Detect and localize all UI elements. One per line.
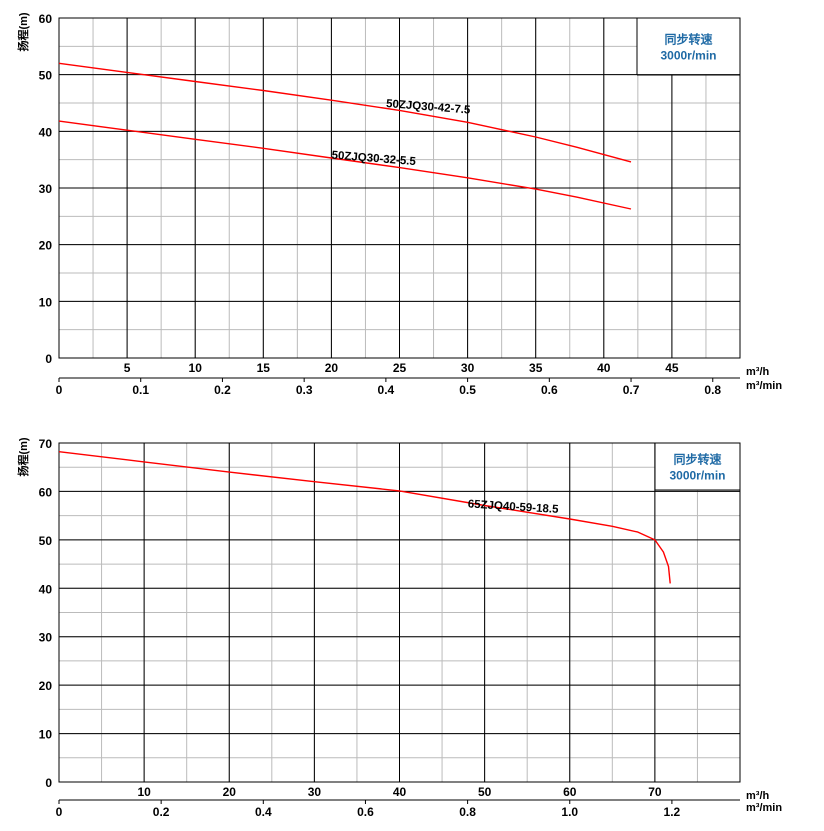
y-axis-label: 扬程(m) <box>16 12 30 51</box>
x2-tick-label: 0.6 <box>541 383 558 397</box>
x-axis-unit: m³/h <box>746 366 770 378</box>
plot-frame <box>58 17 741 359</box>
y-tick-label: 0 <box>45 352 52 366</box>
curve-label: 50ZJQ30-42-7.5 <box>386 98 472 117</box>
x-axis-unit: m³/h <box>746 790 770 802</box>
x2-axis-unit: m³/min <box>746 802 782 814</box>
y-tick-label: 30 <box>39 631 53 645</box>
x-tick-label: 70 <box>648 785 662 799</box>
x-tick-label: 30 <box>461 361 475 375</box>
x-tick-label: 40 <box>597 361 611 375</box>
y-tick-label: 40 <box>39 125 53 139</box>
y-tick-label: 50 <box>39 534 53 548</box>
y-tick-label: 60 <box>39 12 53 26</box>
plot-frame <box>58 442 741 783</box>
curve-50ZJQ30-42-7.5 <box>58 62 632 163</box>
chart-2: 10 20 30 40 50 60 70 0 10 20 30 40 50 60 70 同步转速 3000r/m… <box>16 437 782 819</box>
x2-tick-label: 0.3 <box>296 383 313 397</box>
x-tick-label: 35 <box>529 361 543 375</box>
x-tick-label: 30 <box>308 785 322 799</box>
x2-tick-label: 1.0 <box>561 805 578 819</box>
speed-label: 3000r/min <box>660 49 716 63</box>
x-tick-label: 50 <box>478 785 492 799</box>
x2-tick-label: 1.2 <box>664 805 681 819</box>
x-tick-label: 10 <box>189 361 203 375</box>
x-tick-label: 40 <box>393 785 407 799</box>
x2-tick-label: 0.8 <box>459 805 476 819</box>
x-tick-label: 45 <box>665 361 679 375</box>
x2-tick-label: 0.6 <box>357 805 374 819</box>
x2-tick-label: 0.5 <box>459 383 476 397</box>
x2-tick-label: 0 <box>56 805 63 819</box>
x-tick-label: 60 <box>563 785 577 799</box>
y-tick-label: 30 <box>39 182 53 196</box>
y-axis-label: 扬程(m) <box>16 437 30 476</box>
x2-tick-label: 0 <box>56 383 63 397</box>
y-tick-label: 0 <box>45 776 52 790</box>
y-tick-label: 60 <box>39 485 53 499</box>
x2-tick-label: 0.4 <box>255 805 272 819</box>
y-tick-label: 20 <box>39 239 53 253</box>
x-tick-label: 20 <box>223 785 237 799</box>
x2-tick-label: 0.7 <box>623 383 640 397</box>
x-tick-label: 20 <box>325 361 339 375</box>
y-tick-label: 10 <box>39 295 53 309</box>
y-tick-label: 20 <box>39 679 53 693</box>
curve-label: 50ZJQ30-32-5.5 <box>331 150 417 169</box>
x-tick-label: 10 <box>137 785 151 799</box>
y-tick-label: 70 <box>39 437 53 451</box>
x2-tick-label: 0.4 <box>378 383 395 397</box>
x2-tick-label: 0.2 <box>153 805 170 819</box>
speed-label: 3000r/min <box>669 469 725 483</box>
curve-label: 65ZJQ40-59-18.5 <box>467 498 559 516</box>
x-tick-label: 25 <box>393 361 407 375</box>
x2-tick-label: 0.1 <box>132 383 149 397</box>
speed-label: 同步转速 <box>673 452 721 467</box>
curve-50ZJQ30-32-5.5 <box>58 120 632 210</box>
x2-tick-label: 0.8 <box>704 383 721 397</box>
curve-65ZJQ40-59-18.5 <box>58 451 671 584</box>
y-tick-label: 40 <box>39 582 53 596</box>
x-tick-label: 15 <box>257 361 271 375</box>
chart-1: 5 10 15 20 25 30 35 40 45 0 10 20 30 40 50 60 同步转速 3000r/… <box>16 12 782 397</box>
speed-label: 同步转速 <box>664 32 712 47</box>
x2-axis-unit: m³/min <box>746 380 782 392</box>
x2-tick-label: 0.2 <box>214 383 231 397</box>
y-tick-label: 50 <box>39 69 53 83</box>
y-tick-label: 10 <box>39 728 53 742</box>
x-tick-label: 5 <box>124 361 131 375</box>
